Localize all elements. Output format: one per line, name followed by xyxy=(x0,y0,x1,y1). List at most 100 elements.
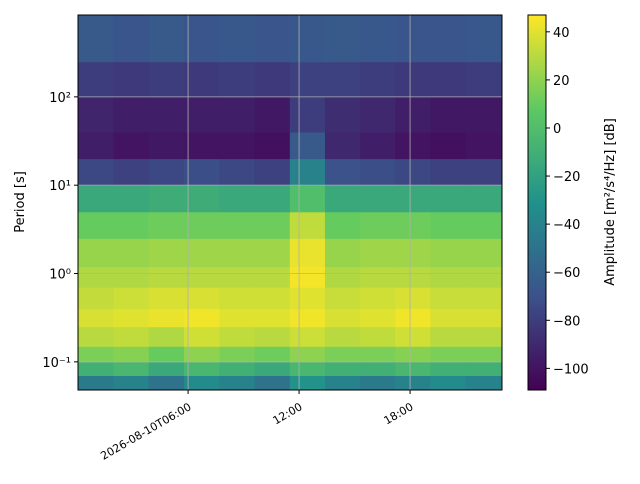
cell xyxy=(219,185,256,213)
cell xyxy=(289,158,326,186)
cell xyxy=(360,132,396,160)
cell xyxy=(78,96,114,133)
cell xyxy=(289,96,326,133)
cell xyxy=(324,158,361,186)
cell xyxy=(465,238,503,268)
y-axis-label: Period [s] xyxy=(13,171,28,233)
cell xyxy=(395,287,431,310)
cell xyxy=(289,326,326,347)
cell xyxy=(430,266,467,288)
cell xyxy=(395,361,431,377)
cell xyxy=(78,346,114,363)
cell xyxy=(219,266,256,288)
cell xyxy=(289,61,326,98)
colorbar-tick-label: 20 xyxy=(553,74,570,89)
cell xyxy=(219,132,256,160)
colorbar-tick-label: −100 xyxy=(553,362,589,377)
cell xyxy=(219,96,256,133)
cell xyxy=(324,308,361,328)
cell xyxy=(184,15,220,63)
cell xyxy=(184,308,220,328)
cell xyxy=(78,375,114,391)
cell xyxy=(254,308,291,328)
colorbar-tick-label: −20 xyxy=(553,170,580,185)
cell xyxy=(360,361,396,377)
cell xyxy=(465,346,503,363)
cell xyxy=(184,238,220,268)
cell xyxy=(184,96,220,133)
cell xyxy=(148,266,185,288)
cell xyxy=(360,15,396,63)
colorbar-tick-label: −80 xyxy=(553,314,580,329)
cell xyxy=(148,211,185,239)
colorbar-tick-label: −40 xyxy=(553,218,580,233)
cell xyxy=(324,96,361,133)
x-tick-label: 12:00 xyxy=(271,400,305,427)
cell xyxy=(219,375,256,391)
cell xyxy=(148,287,185,310)
cell xyxy=(324,361,361,377)
cell xyxy=(78,238,114,268)
cell xyxy=(113,158,150,186)
cell xyxy=(184,266,220,288)
cell xyxy=(360,375,396,391)
cell xyxy=(254,158,291,186)
cell xyxy=(254,96,291,133)
cell xyxy=(254,326,291,347)
cell xyxy=(465,287,503,310)
cell xyxy=(360,266,396,288)
cell xyxy=(360,287,396,310)
x-tick-label: 2026-08-10T06:00 xyxy=(98,400,193,462)
cell xyxy=(465,132,503,160)
cell xyxy=(184,361,220,377)
cell xyxy=(465,61,503,98)
cell xyxy=(219,346,256,363)
y-tick-label: 10⁻¹ xyxy=(42,356,71,371)
cell xyxy=(430,326,467,347)
cell xyxy=(430,308,467,328)
cell xyxy=(289,308,326,328)
cell xyxy=(254,361,291,377)
cell xyxy=(395,375,431,391)
y-tick-label: 10¹ xyxy=(49,179,71,194)
cell xyxy=(430,346,467,363)
cell xyxy=(78,266,114,288)
cell xyxy=(430,96,467,133)
cell xyxy=(430,361,467,377)
colorbar-tick-label: 0 xyxy=(553,122,561,137)
cell xyxy=(395,326,431,347)
cell xyxy=(113,96,150,133)
y-tick-label: 10⁰ xyxy=(49,268,71,283)
cell xyxy=(254,132,291,160)
cell xyxy=(78,211,114,239)
cell xyxy=(430,15,467,63)
cell xyxy=(78,287,114,310)
cell xyxy=(184,132,220,160)
cell xyxy=(289,185,326,213)
cell xyxy=(324,326,361,347)
cell xyxy=(148,96,185,133)
cell xyxy=(289,211,326,239)
cell xyxy=(360,308,396,328)
cell xyxy=(465,15,503,63)
cell xyxy=(148,346,185,363)
cell xyxy=(360,96,396,133)
cell xyxy=(465,96,503,133)
cell xyxy=(465,158,503,186)
y-tick-label: 10² xyxy=(49,91,71,106)
colorbar-tick-label: 40 xyxy=(553,26,570,41)
cell xyxy=(430,158,467,186)
cell xyxy=(430,211,467,239)
cell xyxy=(78,158,114,186)
plot-frame xyxy=(77,14,503,391)
cell xyxy=(289,266,326,288)
cell xyxy=(219,308,256,328)
cell xyxy=(113,211,150,239)
cell xyxy=(254,375,291,391)
cell xyxy=(113,15,150,63)
cell xyxy=(360,211,396,239)
x-tick-label: 18:00 xyxy=(382,400,416,427)
cell xyxy=(324,15,361,63)
cell xyxy=(360,326,396,347)
cell xyxy=(324,238,361,268)
